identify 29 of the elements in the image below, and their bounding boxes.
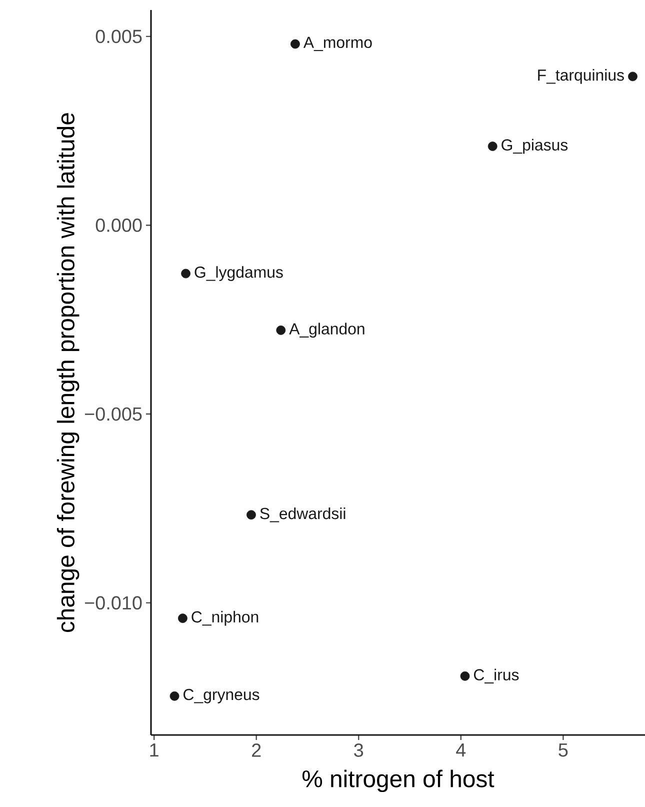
annotation: F_tarquinius <box>538 69 624 84</box>
x-axis-title: % nitrogen of host <box>302 770 494 792</box>
y-tick-label: −0.010 <box>84 596 142 610</box>
y-tick-label: 0.005 <box>96 30 142 44</box>
annotation: G_piasus <box>502 138 568 154</box>
annotation: A_mormo <box>303 36 372 52</box>
point <box>290 39 300 49</box>
x-tick-label: 2 <box>252 744 261 757</box>
point <box>170 691 180 701</box>
point <box>181 268 190 278</box>
x-tick-label: 1 <box>150 744 158 757</box>
point <box>628 72 638 82</box>
annotation: C_niphon <box>192 610 258 626</box>
x-tick-label: 3 <box>354 744 364 757</box>
point <box>276 325 286 335</box>
annotation: C_irus <box>474 668 519 684</box>
point <box>246 510 256 520</box>
x-tick-label: 5 <box>558 744 568 757</box>
annotation: S_edwardsii <box>260 507 346 522</box>
x-tick-label: 4 <box>456 744 466 757</box>
annotation: G_lygdamus <box>194 266 283 281</box>
y-tick-label: 0.000 <box>96 218 142 232</box>
y-axis-title: change of forewing length proportion with latitude <box>56 113 80 632</box>
annotation: C_gryneus <box>184 688 260 704</box>
y-tick-label: −0.005 <box>84 407 142 421</box>
point <box>178 614 188 624</box>
point <box>460 671 470 681</box>
point <box>488 142 498 152</box>
annotation: A_glandon <box>289 322 364 338</box>
